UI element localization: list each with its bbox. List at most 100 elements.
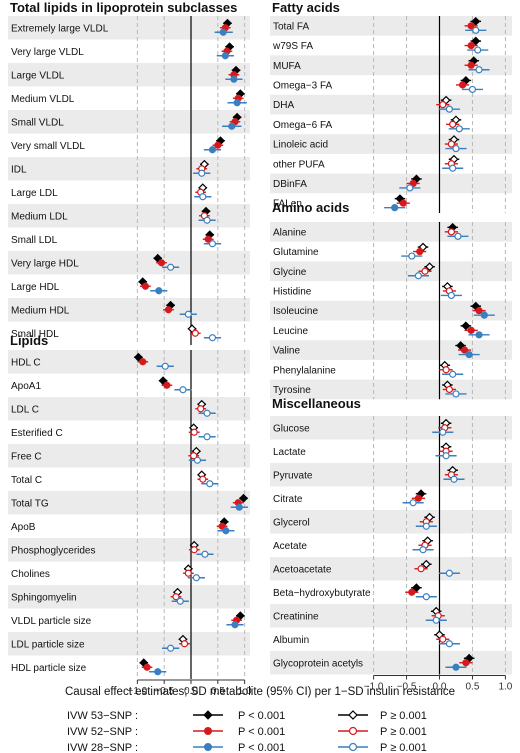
legend-point-open (348, 742, 358, 752)
legend-entry: IVW 28−SNP : P < 0.001 P ≥ 0.001 (67, 742, 427, 753)
estimate-point (445, 385, 453, 394)
estimate-point (222, 527, 230, 535)
estimate-point (184, 310, 192, 318)
estimate-point (164, 306, 173, 314)
row-label: IDL (11, 164, 27, 175)
estimate-point (445, 569, 453, 577)
row-label: Very large HDL (11, 258, 79, 269)
estimate-point (467, 41, 475, 50)
estimate-point (449, 370, 457, 378)
row-stripe (8, 204, 250, 228)
row-label: Histidine (273, 286, 312, 297)
row-label: DBinFA (273, 179, 307, 190)
row-label: Beta−hydroxybutyrate (273, 588, 371, 599)
estimate-point (163, 381, 171, 389)
row-label: Citrate (273, 494, 303, 505)
row-label: Very large VLDL (11, 47, 84, 58)
row-label: Total C (11, 475, 42, 486)
estimate-point (190, 428, 198, 436)
legend-sig-label: P < 0.001 (238, 726, 285, 738)
legend-nonsig-label: P ≥ 0.001 (380, 742, 427, 753)
row-stripe (8, 585, 250, 609)
estimate-point (449, 120, 457, 128)
panel-title: Miscellaneous (272, 396, 361, 411)
estimate-point (219, 28, 227, 36)
estimate-point (475, 307, 483, 315)
x-tick-label: −1.0 (364, 682, 384, 693)
estimate-point (462, 659, 470, 667)
row-stripe (8, 350, 250, 374)
row-label: Phenylalanine (273, 365, 336, 376)
estimate-point (204, 235, 212, 243)
estimate-point (199, 475, 207, 483)
row-stripe (8, 632, 250, 656)
estimate-point (472, 26, 480, 34)
estimate-point (139, 358, 147, 366)
x-tick-label: 0.5 (466, 682, 480, 693)
x-tick-label: −1.0 (127, 686, 147, 697)
legend-series-label: IVW 53−SNP : (67, 710, 138, 722)
estimate-point (422, 522, 430, 530)
row-label: Medium HDL (11, 305, 70, 316)
row-label: FALen (273, 199, 302, 210)
row-label: Leucine (273, 326, 308, 337)
row-stripe (270, 261, 512, 282)
estimate-point (455, 125, 463, 133)
estimate-point (454, 232, 462, 240)
legend-point-filled (204, 727, 212, 735)
row-stripe (270, 604, 512, 628)
panel-title: Total lipids in lipoprotein subclasses (10, 0, 237, 15)
row-label: Large LDL (11, 188, 58, 199)
estimate-point (167, 644, 175, 652)
legend-sig-label: P < 0.001 (238, 710, 285, 722)
estimate-point (458, 81, 467, 89)
row-stripe (8, 63, 250, 87)
estimate-point (442, 452, 450, 460)
row-label: Linoleic acid (273, 140, 328, 151)
row-label: Small VLDL (11, 117, 64, 128)
estimate-point (208, 334, 217, 342)
estimate-point (422, 593, 430, 601)
row-label: Total TG (11, 498, 49, 509)
estimate-point (199, 193, 207, 201)
panel-amino-acids: Amino acids Alanine Glutamine Glycine Histid… (270, 200, 512, 400)
estimate-point (176, 597, 184, 605)
estimate-point (391, 204, 399, 212)
estimate-point (480, 311, 488, 319)
estimate-diamond (456, 341, 466, 350)
row-label: Very small VLDL (11, 141, 85, 152)
estimate-point (167, 263, 175, 271)
estimate-point (231, 621, 239, 629)
row-label: Large HDL (11, 282, 60, 293)
row-label: Lactate (273, 447, 306, 458)
estimate-point (203, 433, 211, 441)
row-label: Creatinine (273, 611, 319, 622)
estimate-point (439, 101, 447, 109)
row-label: Valine (273, 346, 300, 357)
panel-title: Fatty acids (272, 0, 340, 15)
estimate-point (475, 331, 483, 339)
row-label: MUFA (273, 61, 301, 72)
legend-diamond-filled (203, 710, 213, 720)
row-label: Medium LDL (11, 211, 68, 222)
row-label: Omega−6 FA (273, 120, 333, 131)
estimate-point (180, 640, 189, 648)
estimate-point (468, 85, 477, 94)
row-label: Albumin (273, 635, 309, 646)
estimate-point (193, 456, 202, 464)
row-label: HDL C (11, 357, 41, 368)
estimate-point (452, 144, 460, 153)
row-label: Omega−3 FA (273, 80, 333, 91)
row-label: VLDL particle size (11, 616, 92, 627)
row-label: other PUFA (273, 159, 325, 170)
panel-total-lipids-in-lipoprotein-subclasses: Total lipids in lipoprotein subclasses Ex… (8, 0, 250, 345)
estimate-point (467, 22, 475, 30)
estimate-point (230, 75, 238, 83)
estimate-point (157, 259, 166, 267)
estimate-point (414, 494, 423, 502)
estimate-point (449, 164, 457, 172)
estimate-point (155, 287, 163, 295)
estimate-point (233, 99, 241, 107)
row-stripe (8, 16, 250, 40)
